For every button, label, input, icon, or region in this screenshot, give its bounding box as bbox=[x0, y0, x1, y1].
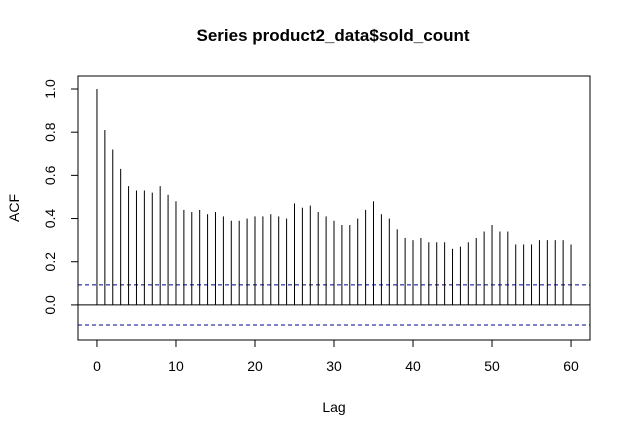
y-axis: 0.0 0.2 0.4 0.6 0.8 1.0 bbox=[42, 79, 79, 315]
x-tick-label: 30 bbox=[326, 358, 342, 374]
x-axis-label: Lag bbox=[322, 399, 345, 415]
x-tick-label: 60 bbox=[563, 358, 579, 374]
y-tick-label: 0.2 bbox=[42, 252, 58, 272]
x-tick-label: 10 bbox=[168, 358, 184, 374]
chart-title: Series product2_data$sold_count bbox=[196, 26, 469, 45]
y-axis-label: ACF bbox=[6, 194, 22, 222]
acf-bars bbox=[78, 89, 590, 326]
y-tick-label: 0.8 bbox=[42, 122, 58, 142]
x-tick-label: 20 bbox=[247, 358, 263, 374]
y-tick-label: 0.6 bbox=[42, 165, 58, 185]
y-tick-label: 0.4 bbox=[42, 209, 58, 229]
x-axis: 0 10 20 30 40 50 60 bbox=[93, 339, 579, 374]
y-tick-label: 0.0 bbox=[42, 295, 58, 315]
x-tick-label: 0 bbox=[93, 358, 101, 374]
y-tick-label: 1.0 bbox=[42, 79, 58, 99]
x-tick-label: 50 bbox=[484, 358, 500, 374]
x-tick-label: 40 bbox=[405, 358, 421, 374]
